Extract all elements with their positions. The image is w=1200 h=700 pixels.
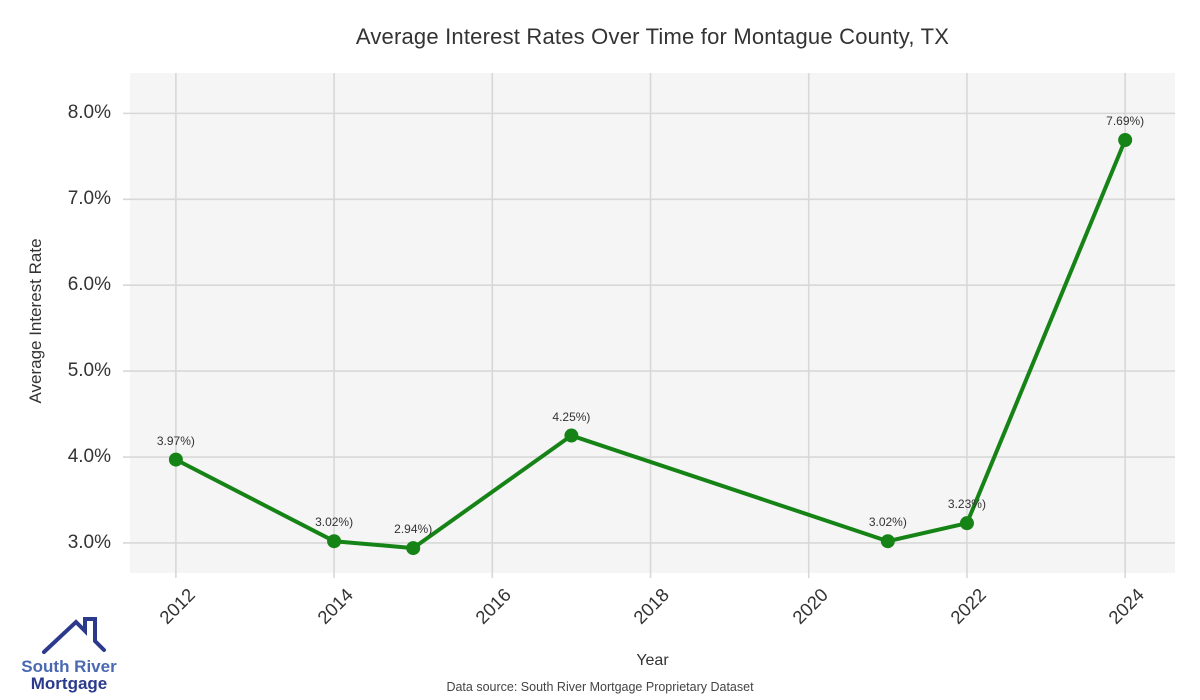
data-point-marker [959,516,974,531]
y-tick-label: 7.0% [67,188,111,210]
point-value-label: 7.69%) [1106,114,1145,128]
south-river-mortgage-logo: South River Mortgage [14,614,124,694]
point-value-label: 4.25%) [552,409,591,424]
x-tick-label: 2018 [629,584,674,628]
y-axis-title: Average Interest Rate [26,238,45,404]
data-point-marker [564,428,579,443]
point-value-label: 3.97%) [156,433,195,448]
x-tick-label: 2024 [1104,584,1149,628]
point-value-label: 3.02%) [315,515,354,530]
data-point-marker [168,452,183,467]
data-point-marker [880,534,895,549]
line-chart-canvas [123,73,1175,578]
y-tick-label: 3.0% [67,531,111,553]
house-roof-icon [42,617,106,654]
point-value-label: 2.94%) [394,522,433,537]
logo-text-mortgage: Mortgage [30,674,108,693]
y-tick-label: 8.0% [67,102,111,124]
x-axis-title: Year [636,652,669,669]
plot-area [130,73,1175,573]
data-source-note: Data source: South River Mortgage Propri… [446,680,754,694]
chart-title: Average Interest Rates Over Time for Mon… [355,24,950,49]
data-point-marker [406,541,421,556]
x-tick-label: 2016 [471,584,516,628]
y-tick-label: 5.0% [67,360,111,382]
point-value-label: 3.02%) [868,515,907,530]
y-tick-label: 4.0% [67,446,111,468]
data-point-marker [1118,133,1133,148]
x-tick-label: 2012 [154,584,199,628]
x-tick-label: 2020 [787,584,832,628]
data-point-marker [327,534,342,549]
point-value-label: 3.23%) [947,497,986,512]
y-tick-label: 6.0% [67,274,111,296]
x-tick-label: 2014 [313,584,357,628]
x-tick-label: 2022 [945,584,990,628]
logo-text-south-river: South River [21,657,117,676]
